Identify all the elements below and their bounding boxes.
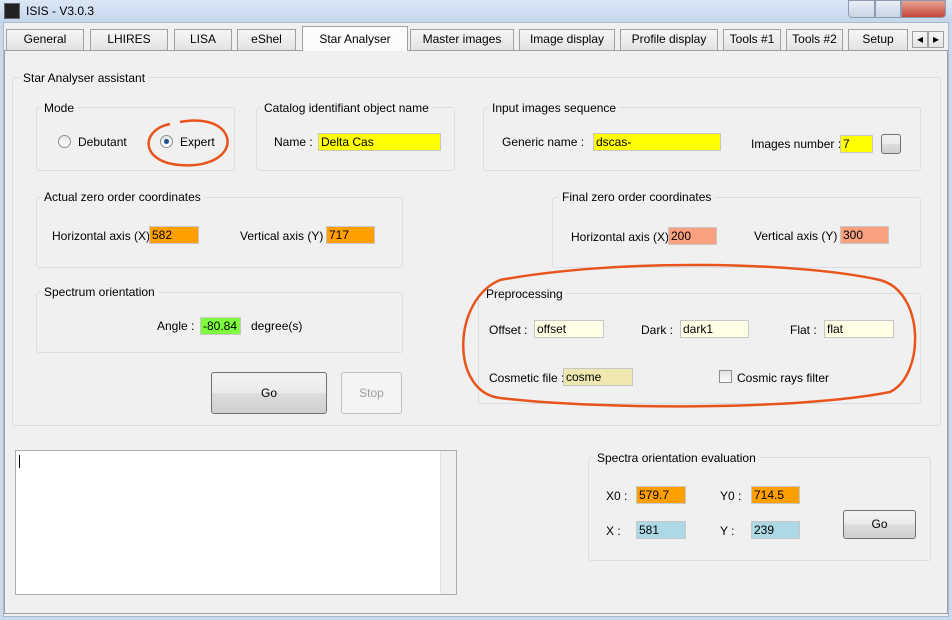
x-input[interactable]: 200	[668, 227, 717, 245]
tab[interactable]: Setup	[848, 29, 908, 50]
tab[interactable]: General	[6, 29, 84, 50]
images-number-input[interactable]: 7	[840, 135, 873, 153]
radio-dot	[164, 139, 169, 144]
group-title: Spectra orientation evaluation	[594, 451, 759, 465]
radio-debutant[interactable]	[58, 135, 71, 148]
field-label: Cosmetic file :	[489, 371, 565, 385]
field-label: Offset :	[489, 323, 528, 337]
mode-group	[36, 107, 235, 171]
go-button[interactable]: Go	[211, 372, 327, 414]
app-icon	[4, 3, 20, 19]
offset-input[interactable]: offset	[534, 320, 604, 338]
field-label: Y :	[720, 524, 735, 538]
tab[interactable]: LHIRES	[90, 29, 168, 50]
unit-label: degree(s)	[251, 319, 303, 333]
field-label: Name :	[274, 135, 313, 149]
checkbox-label[interactable]: Cosmic rays filter	[737, 371, 830, 385]
y-input[interactable]: 239	[751, 521, 800, 539]
assistant-group	[12, 77, 941, 426]
field-label: X0 :	[606, 489, 628, 503]
tab[interactable]: Profile display	[620, 29, 718, 50]
tab[interactable]: LISA	[174, 29, 232, 50]
browse-button[interactable]	[881, 134, 901, 154]
y0-input[interactable]: 714.5	[751, 486, 800, 504]
radio-label[interactable]: Expert	[180, 135, 215, 149]
field-label: Flat :	[790, 323, 817, 337]
x-input[interactable]: 582	[149, 226, 199, 244]
close-button[interactable]	[901, 0, 946, 18]
window-title: ISIS - V3.0.3	[26, 4, 95, 18]
group-title: Mode	[41, 101, 78, 115]
flat-input[interactable]: flat	[824, 320, 894, 338]
field-label: Horizontal axis (X) :	[52, 229, 157, 243]
preprocessing-group	[478, 293, 921, 404]
x0-input[interactable]: 579.7	[636, 486, 686, 504]
eval-go-button[interactable]: Go	[843, 510, 916, 539]
group-title: Catalog identifiant object name	[261, 101, 432, 115]
field-label: Horizontal axis (X) :	[571, 230, 676, 244]
checkbox[interactable]	[719, 370, 732, 383]
title-bar: ISIS - V3.0.3	[0, 0, 952, 24]
tab-active[interactable]: Star Analyser	[302, 26, 408, 51]
field-label: Dark :	[641, 323, 674, 337]
generic-name-input[interactable]: dscas-	[593, 133, 721, 151]
log-textarea[interactable]	[15, 450, 457, 595]
tab[interactable]: Master images	[410, 29, 514, 50]
field-label: Vertical axis (Y) :	[754, 229, 845, 243]
scrollbar[interactable]	[440, 451, 456, 594]
group-title: Star Analyser assistant	[20, 71, 149, 85]
angle-input[interactable]: -80.84	[200, 317, 241, 335]
group-title: Input images sequence	[489, 101, 620, 115]
y-input[interactable]: 300	[840, 226, 889, 244]
tab[interactable]: eShel	[237, 29, 296, 50]
y-input[interactable]: 717	[326, 226, 375, 244]
minimize-button[interactable]	[848, 0, 875, 18]
x-input[interactable]: 581	[636, 521, 686, 539]
input-sequence-group	[483, 107, 921, 171]
dark-input[interactable]: dark1	[680, 320, 749, 338]
tab[interactable]: Tools #1	[723, 29, 781, 50]
field-label: Y0 :	[720, 489, 742, 503]
field-label: Generic name :	[502, 135, 585, 149]
tab[interactable]: Tools #2	[786, 29, 843, 50]
field-label: X :	[606, 524, 621, 538]
group-title: Actual zero order coordinates	[41, 190, 204, 204]
radio-label[interactable]: Debutant	[78, 135, 127, 149]
group-title: Final zero order coordinates	[559, 190, 715, 204]
evaluation-group	[588, 457, 931, 561]
orientation-group	[36, 292, 403, 353]
field-label: Angle :	[157, 319, 195, 333]
group-title: Preprocessing	[483, 287, 566, 301]
text-cursor	[19, 455, 20, 468]
tab-scroll-left[interactable]: ◂	[912, 31, 928, 48]
cosmetic-input[interactable]: cosme	[563, 368, 633, 386]
tab-scroll-right[interactable]: ▸	[928, 31, 944, 48]
group-title: Spectrum orientation	[41, 285, 158, 299]
stop-button[interactable]: Stop	[341, 372, 402, 414]
field-label: Vertical axis (Y) :	[240, 229, 331, 243]
name-input[interactable]: Delta Cas	[318, 133, 441, 151]
radio-expert[interactable]	[160, 135, 173, 148]
actual-zero-group	[36, 197, 403, 268]
field-label: Images number :	[751, 137, 842, 151]
tab[interactable]: Image display	[519, 29, 615, 50]
maximize-button[interactable]	[875, 0, 901, 18]
